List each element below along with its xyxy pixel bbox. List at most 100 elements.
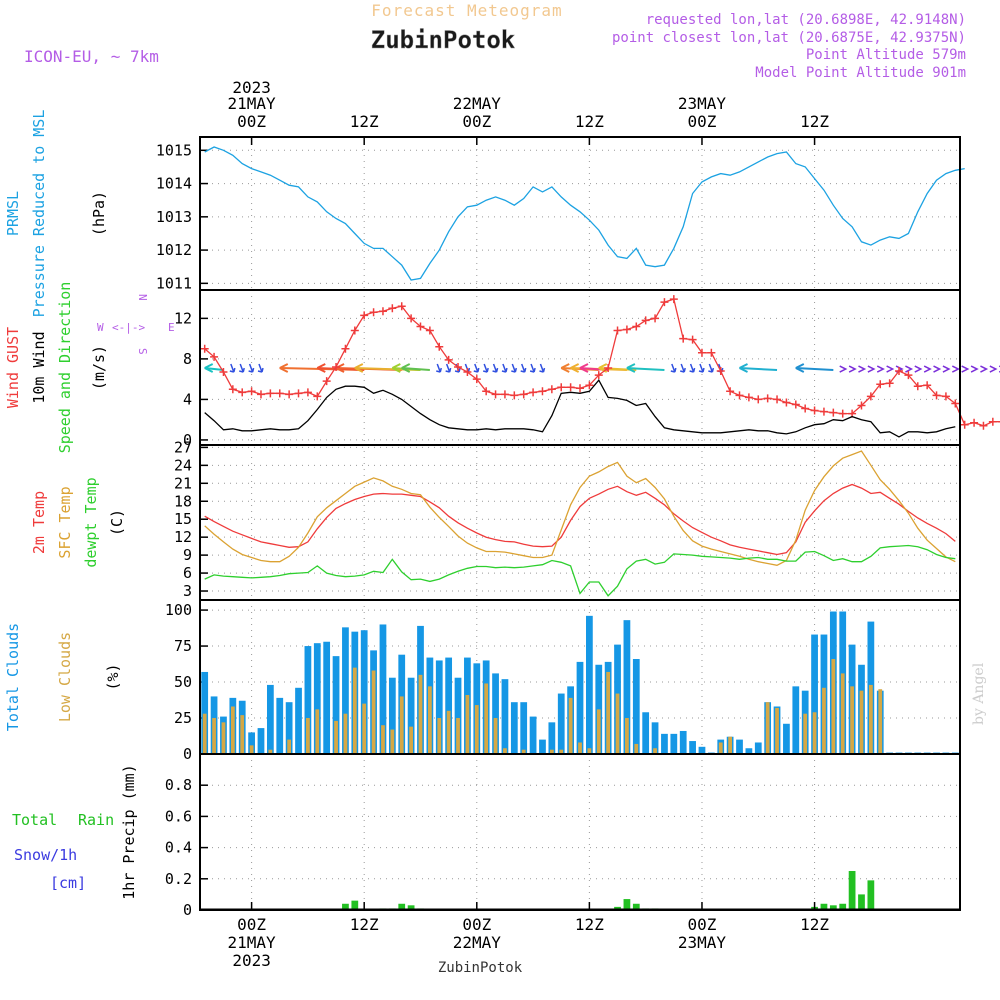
gust-marker	[613, 326, 622, 335]
gust-marker	[970, 418, 979, 427]
rain-bar	[867, 880, 875, 910]
low-cloud-bar	[728, 736, 732, 754]
precip-ytick-label: 0.2	[165, 870, 192, 888]
low-cloud-bar	[812, 712, 817, 754]
gust-marker	[332, 362, 341, 371]
low-cloud-bar	[221, 722, 226, 754]
gust-marker	[707, 348, 716, 357]
wind-arrow	[401, 367, 430, 372]
total-cloud-bar	[323, 641, 331, 754]
gust-marker	[773, 395, 782, 404]
gust-marker	[454, 362, 463, 371]
wind-ytick-label: 12	[174, 309, 192, 327]
gust-marker	[744, 393, 753, 402]
wind-dir-mark	[867, 365, 876, 373]
low-cloud-bar	[868, 684, 873, 754]
rain-bar	[407, 905, 415, 910]
total-cloud-bar	[623, 620, 631, 754]
closest-coords: point closest lon,lat (20.6875E, 42.9375…	[612, 30, 966, 46]
precip-snow-label: Snow/1h	[14, 846, 77, 864]
wind-dir-mark	[989, 365, 998, 373]
top-time-label: 12Z	[350, 112, 379, 131]
wind-arrowhead	[354, 363, 364, 373]
total-cloud-bar	[295, 687, 302, 754]
wind-dir-mark	[670, 363, 677, 373]
precip-rain-label: Rain	[78, 811, 114, 829]
clouds-ytick-label: 25	[174, 709, 192, 727]
low-cloud-bar	[606, 671, 611, 754]
low-cloud-bar	[352, 667, 357, 754]
rain-bar	[614, 906, 621, 910]
bottom-time-label: 00Z	[237, 915, 266, 934]
low-cloud-bar	[850, 686, 854, 754]
gust-marker	[500, 390, 509, 399]
gust-marker	[510, 391, 519, 400]
wind-ylabel: Wind GUST	[4, 327, 22, 408]
gust-marker	[219, 368, 228, 377]
gust-marker	[641, 316, 650, 325]
low-cloud-bar	[484, 683, 489, 754]
gust-marker	[923, 381, 932, 390]
gust-marker	[885, 379, 894, 388]
total-cloud-bar	[698, 746, 706, 754]
forecast-title: Forecast Meteogram	[371, 1, 562, 20]
total-cloud-bar	[792, 686, 800, 754]
total-cloud-bar	[492, 673, 499, 754]
wind-arrowhead	[560, 363, 570, 373]
wind-arrowhead	[401, 363, 411, 373]
gust-marker	[679, 334, 688, 343]
wind-dir-mark	[520, 363, 527, 373]
gust-marker	[566, 383, 575, 392]
rain-bar	[342, 903, 349, 910]
rain-bar	[623, 899, 631, 910]
model-point-altitude: Model Point Altitude 901m	[755, 65, 966, 81]
total-cloud-bar	[661, 733, 668, 754]
low-cloud-bar	[381, 725, 385, 754]
pressure-ytick-label: 1013	[156, 208, 192, 226]
wind-dir-mark	[229, 363, 236, 373]
gust-marker	[763, 394, 772, 403]
gust-marker	[857, 401, 866, 410]
precip-ytick-label: 0.6	[165, 807, 192, 825]
gust-marker	[810, 406, 819, 415]
top-time-label: 12Z	[575, 112, 604, 131]
wind-dir-mark	[689, 363, 696, 373]
wind-dir-mark	[539, 363, 546, 373]
gust-marker	[754, 395, 763, 404]
gust-marker	[360, 311, 369, 320]
total-cloud-bar	[501, 679, 509, 754]
wind-dir-mark	[886, 365, 895, 373]
wind-arrowhead	[739, 363, 748, 373]
series-prmsl	[204, 146, 965, 281]
bottom-time-label: 12Z	[575, 915, 604, 934]
low-cloud-bar	[587, 748, 592, 754]
clouds-ytick-label: 75	[174, 637, 192, 655]
low-cloud-bar	[625, 718, 629, 754]
total-cloud-bar	[257, 728, 265, 754]
wind-dir-mark	[961, 365, 970, 373]
temperature-ytick-label: 18	[174, 492, 192, 510]
bottom-time-label: 00Z	[688, 915, 717, 934]
low-cloud-bar	[456, 718, 460, 754]
footer-location: ZubinPotok	[438, 960, 523, 976]
wind-dir-mark	[445, 363, 452, 373]
total-cloud-bar	[201, 671, 209, 754]
cloud-ylabel: Low Clouds	[56, 632, 74, 722]
low-cloud-bar	[428, 686, 432, 754]
low-cloud-bar	[315, 709, 320, 754]
total-cloud-bar	[407, 677, 415, 754]
gust-marker	[200, 344, 209, 353]
gust-marker	[425, 326, 434, 335]
total-cloud-bar	[745, 748, 753, 754]
wind-dir-mark	[680, 363, 686, 373]
low-cloud-bar	[878, 689, 883, 754]
total-cloud-bar	[379, 624, 387, 754]
pressure-ytick-label: 1015	[156, 141, 192, 159]
wind-dir-mark	[436, 363, 442, 373]
gust-marker	[378, 307, 387, 316]
pressure-ytick-label: 1014	[156, 175, 192, 193]
low-cloud-bar	[343, 713, 348, 754]
